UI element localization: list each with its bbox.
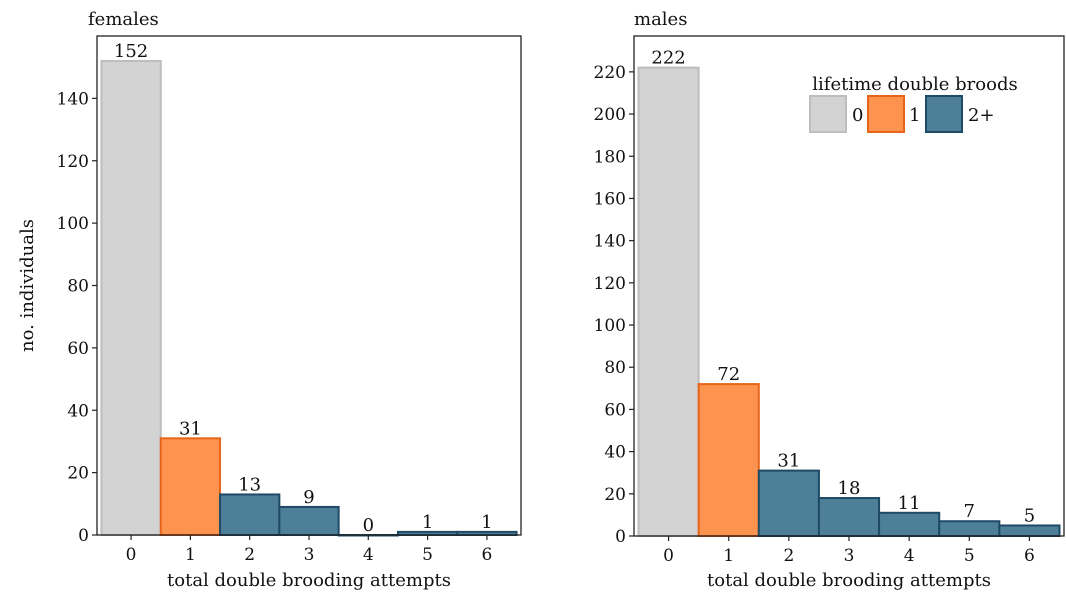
males-x-tick-label-6: 6 [1024,546,1035,566]
males-y-tick-label: 80 [604,358,626,378]
females-bar-label-3: 9 [303,487,314,508]
males-y-tick-label: 200 [594,105,626,125]
females-y-tick-label: 100 [57,214,89,234]
legend-key-0 [809,95,847,133]
males-bar-label-2: 31 [777,451,800,472]
males-x-tick-label-0: 0 [663,546,674,566]
females-panel: 152 31 13 9 0 1 1 0 20 40 60 80 100 120 140 0 1 2 3 4 5 6 fema… [17,9,522,591]
legend-label-0: 0 [852,105,863,126]
males-bar-label-3: 18 [838,478,861,499]
legend-title: lifetime double broods [812,74,1017,95]
females-bar-label-4: 0 [363,515,374,536]
males-bar-1 [697,383,760,537]
females-bar-0 [100,59,162,536]
females-y-tick-label: 60 [67,339,89,359]
males-x-tick-label-3: 3 [844,546,855,566]
males-bar-4 [878,511,941,538]
males-bar-label-4: 11 [898,493,921,514]
males-y-tick-label: 220 [594,63,626,83]
males-x-tick-label-4: 4 [904,546,915,566]
females-y-axis-title: no. individuals [17,219,38,352]
females-panel-title: females [88,9,159,30]
males-x-tick-label-5: 5 [964,546,975,566]
females-bar-label-0: 152 [114,41,148,62]
males-x-tick-label-1: 1 [723,546,734,566]
legend-key-1 [867,95,905,133]
females-bar-3 [278,505,340,536]
males-y-tick-label: 20 [604,485,626,505]
males-bar-label-6: 5 [1024,505,1035,526]
females-bar-label-6: 1 [481,512,492,533]
males-y-tick-label: 120 [594,274,626,294]
females-x-tick-label-2: 2 [244,545,255,565]
males-panel-title: males [634,9,687,30]
females-x-tick-label-6: 6 [481,545,492,565]
males-bar-2 [757,469,820,537]
females-y-tick-label: 0 [78,526,89,546]
males-y-tick-label: 160 [594,189,626,209]
females-y-tick-label: 80 [67,277,89,297]
females-x-tick-label-0: 0 [126,545,137,565]
females-x-tick-label-4: 4 [363,545,374,565]
males-y-tick-label: 40 [604,443,626,463]
males-bar-label-0: 222 [651,48,685,69]
legend-label-2plus: 2+ [968,105,995,126]
females-bar-1 [159,437,222,537]
legend-key-2plus [925,95,963,133]
females-bar-label-1: 31 [179,418,202,439]
males-y-tick-label: 100 [594,316,626,336]
legend-label-1: 1 [909,105,920,126]
females-x-tick-label-1: 1 [185,545,196,565]
males-y-tick-label: 60 [604,400,626,420]
females-x-axis-title: total double brooding attempts [167,570,451,591]
males-y-tick-label: 180 [594,147,626,167]
females-bar-label-5: 1 [422,512,433,533]
females-bar-2 [219,493,281,536]
males-bar-5 [938,520,1001,537]
males-bar-0 [637,66,700,537]
females-y-tick-label: 20 [67,464,89,484]
males-bar-label-1: 72 [717,364,740,385]
males-y-tick-label: 0 [615,527,626,547]
males-bar-6 [998,524,1061,537]
males-bar-label-5: 7 [964,501,975,522]
males-x-axis-title: total double brooding attempts [707,570,991,591]
males-y-tick-label: 140 [594,232,626,252]
females-y-tick-label: 120 [57,152,89,172]
males-x-tick-label-2: 2 [783,546,794,566]
females-bar-label-2: 13 [238,474,261,495]
males-bar-3 [817,497,881,538]
females-y-tick-label: 140 [57,89,89,109]
legend: lifetime double broods 0 1 2+ [809,74,1018,133]
females-x-tick-label-5: 5 [422,545,433,565]
females-x-tick-label-3: 3 [304,545,315,565]
females-y-tick-label: 40 [67,401,89,421]
